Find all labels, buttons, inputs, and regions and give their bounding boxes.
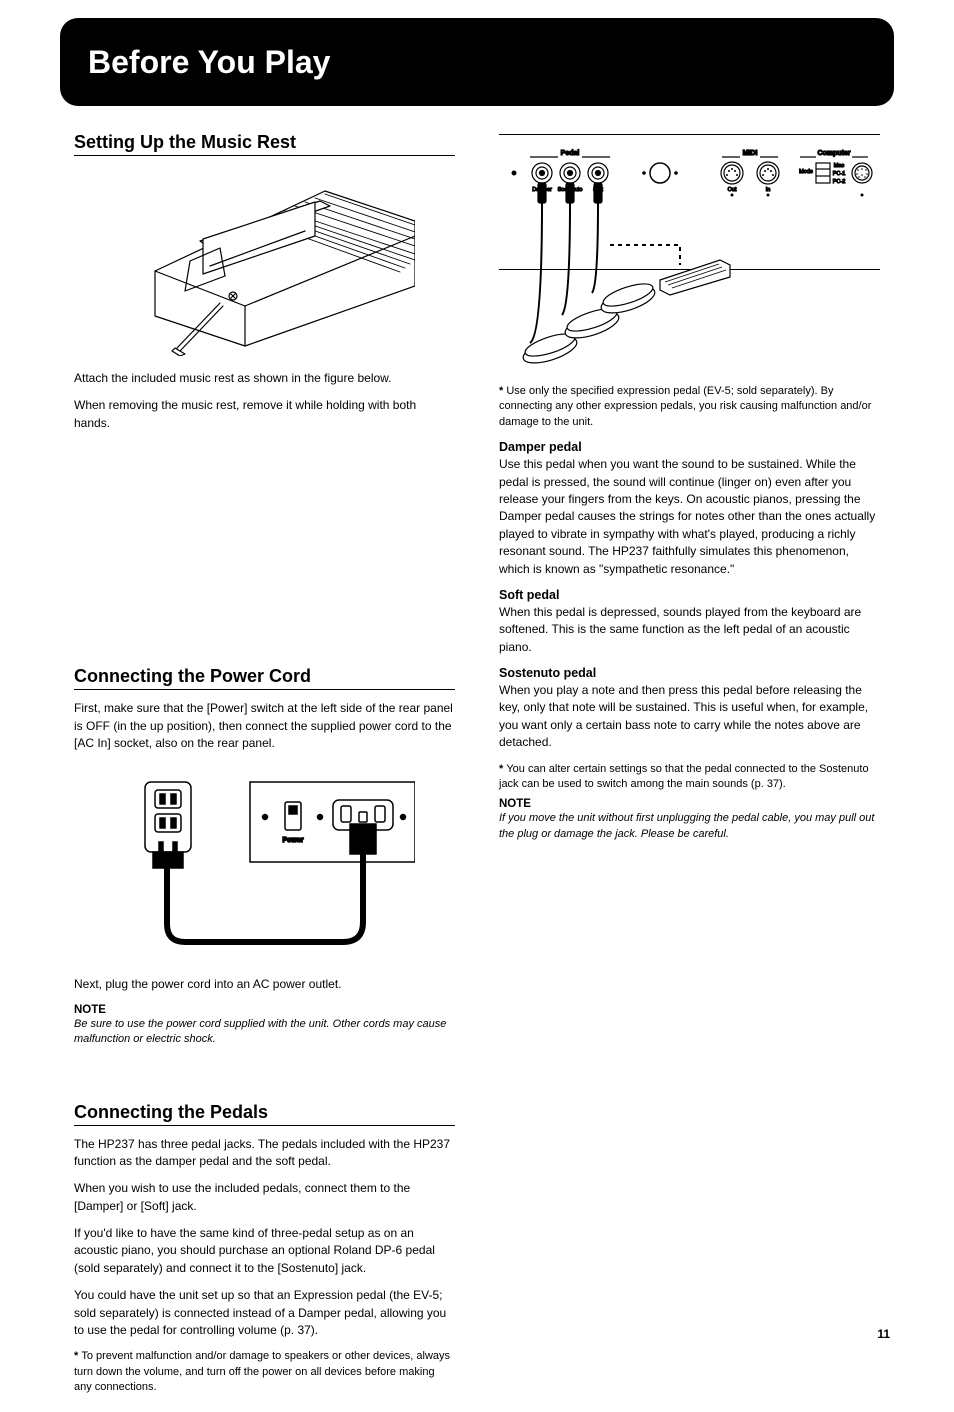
page-number: 11 (877, 1327, 890, 1341)
figure-power-cord: Power AC IN (74, 762, 455, 962)
right-caution-1: * Use only the specified expression peda… (499, 384, 880, 430)
rule (74, 1125, 455, 1126)
power-cord-illustration: Power AC IN (115, 762, 415, 962)
label-midi-in: In (765, 187, 770, 193)
rule (74, 689, 455, 690)
music-rest-text-2: When removing the music rest, remove it … (74, 397, 455, 432)
subheading-sostenuto: Sostenuto pedal (499, 666, 880, 680)
right-note: If you move the unit without first unplu… (499, 811, 880, 842)
heading-pedals: Connecting the Pedals (74, 1102, 455, 1123)
pedals-text-3: You could have the unit set up so that a… (74, 1287, 455, 1339)
soft-text: When this pedal is depressed, sounds pla… (499, 604, 880, 656)
heading-music-rest: Setting Up the Music Rest (74, 132, 455, 153)
subheading-damper: Damper pedal (499, 440, 880, 454)
note-label: NOTE (74, 1004, 455, 1016)
label-pc1: PC-1 (832, 171, 845, 177)
label-computer-group: Computer (817, 150, 850, 157)
music-rest-illustration (115, 166, 415, 356)
rule-top-right (499, 134, 880, 135)
sostenuto-text: When you play a note and then press this… (499, 682, 880, 752)
page-title: Before You Play (88, 44, 330, 81)
power-cord-note: Be sure to use the power cord supplied w… (74, 1017, 455, 1048)
title-bar: Before You Play (60, 18, 894, 106)
pedals-caution-1: * To prevent malfunction and/or damage t… (74, 1349, 455, 1395)
label-midi-group: MIDI (742, 150, 757, 157)
label-mac: Mac (833, 163, 844, 169)
subheading-soft: Soft pedal (499, 588, 880, 602)
power-cord-text-1: First, make sure that the [Power] switch… (74, 700, 455, 752)
figure-music-rest (74, 166, 455, 356)
power-cord-text-2: Next, plug the power cord into an AC pow… (74, 976, 455, 993)
pedals-text-2: If you'd like to have the same kind of t… (74, 1225, 455, 1277)
right-column: Pedal Damper Sostenuto Soft MIDI (477, 118, 894, 1412)
label-mode: Mode (799, 169, 813, 175)
label-midi-out: Out (727, 187, 736, 193)
label-pedal-group: Pedal (560, 150, 579, 157)
label-pc2: PC-2 (832, 179, 845, 185)
pedals-text-1b: When you wish to use the included pedals… (74, 1180, 455, 1215)
figure-pedal-panel: Pedal Damper Sostenuto Soft MIDI (499, 145, 880, 375)
note-label-right: NOTE (499, 798, 880, 810)
content-columns: Setting Up the Music Rest (60, 118, 894, 1412)
rule (74, 155, 455, 156)
pedals-text-1a: The HP237 has three pedal jacks. The ped… (74, 1136, 455, 1171)
heading-power-cord: Connecting the Power Cord (74, 666, 455, 687)
label-power: Power (282, 837, 303, 844)
pedal-panel-illustration: Pedal Damper Sostenuto Soft MIDI (500, 145, 880, 375)
music-rest-text-1: Attach the included music rest as shown … (74, 370, 455, 387)
damper-text: Use this pedal when you want the sound t… (499, 456, 880, 578)
right-caution-2: * You can alter certain settings so that… (499, 762, 880, 793)
left-column: Setting Up the Music Rest (60, 118, 477, 1412)
